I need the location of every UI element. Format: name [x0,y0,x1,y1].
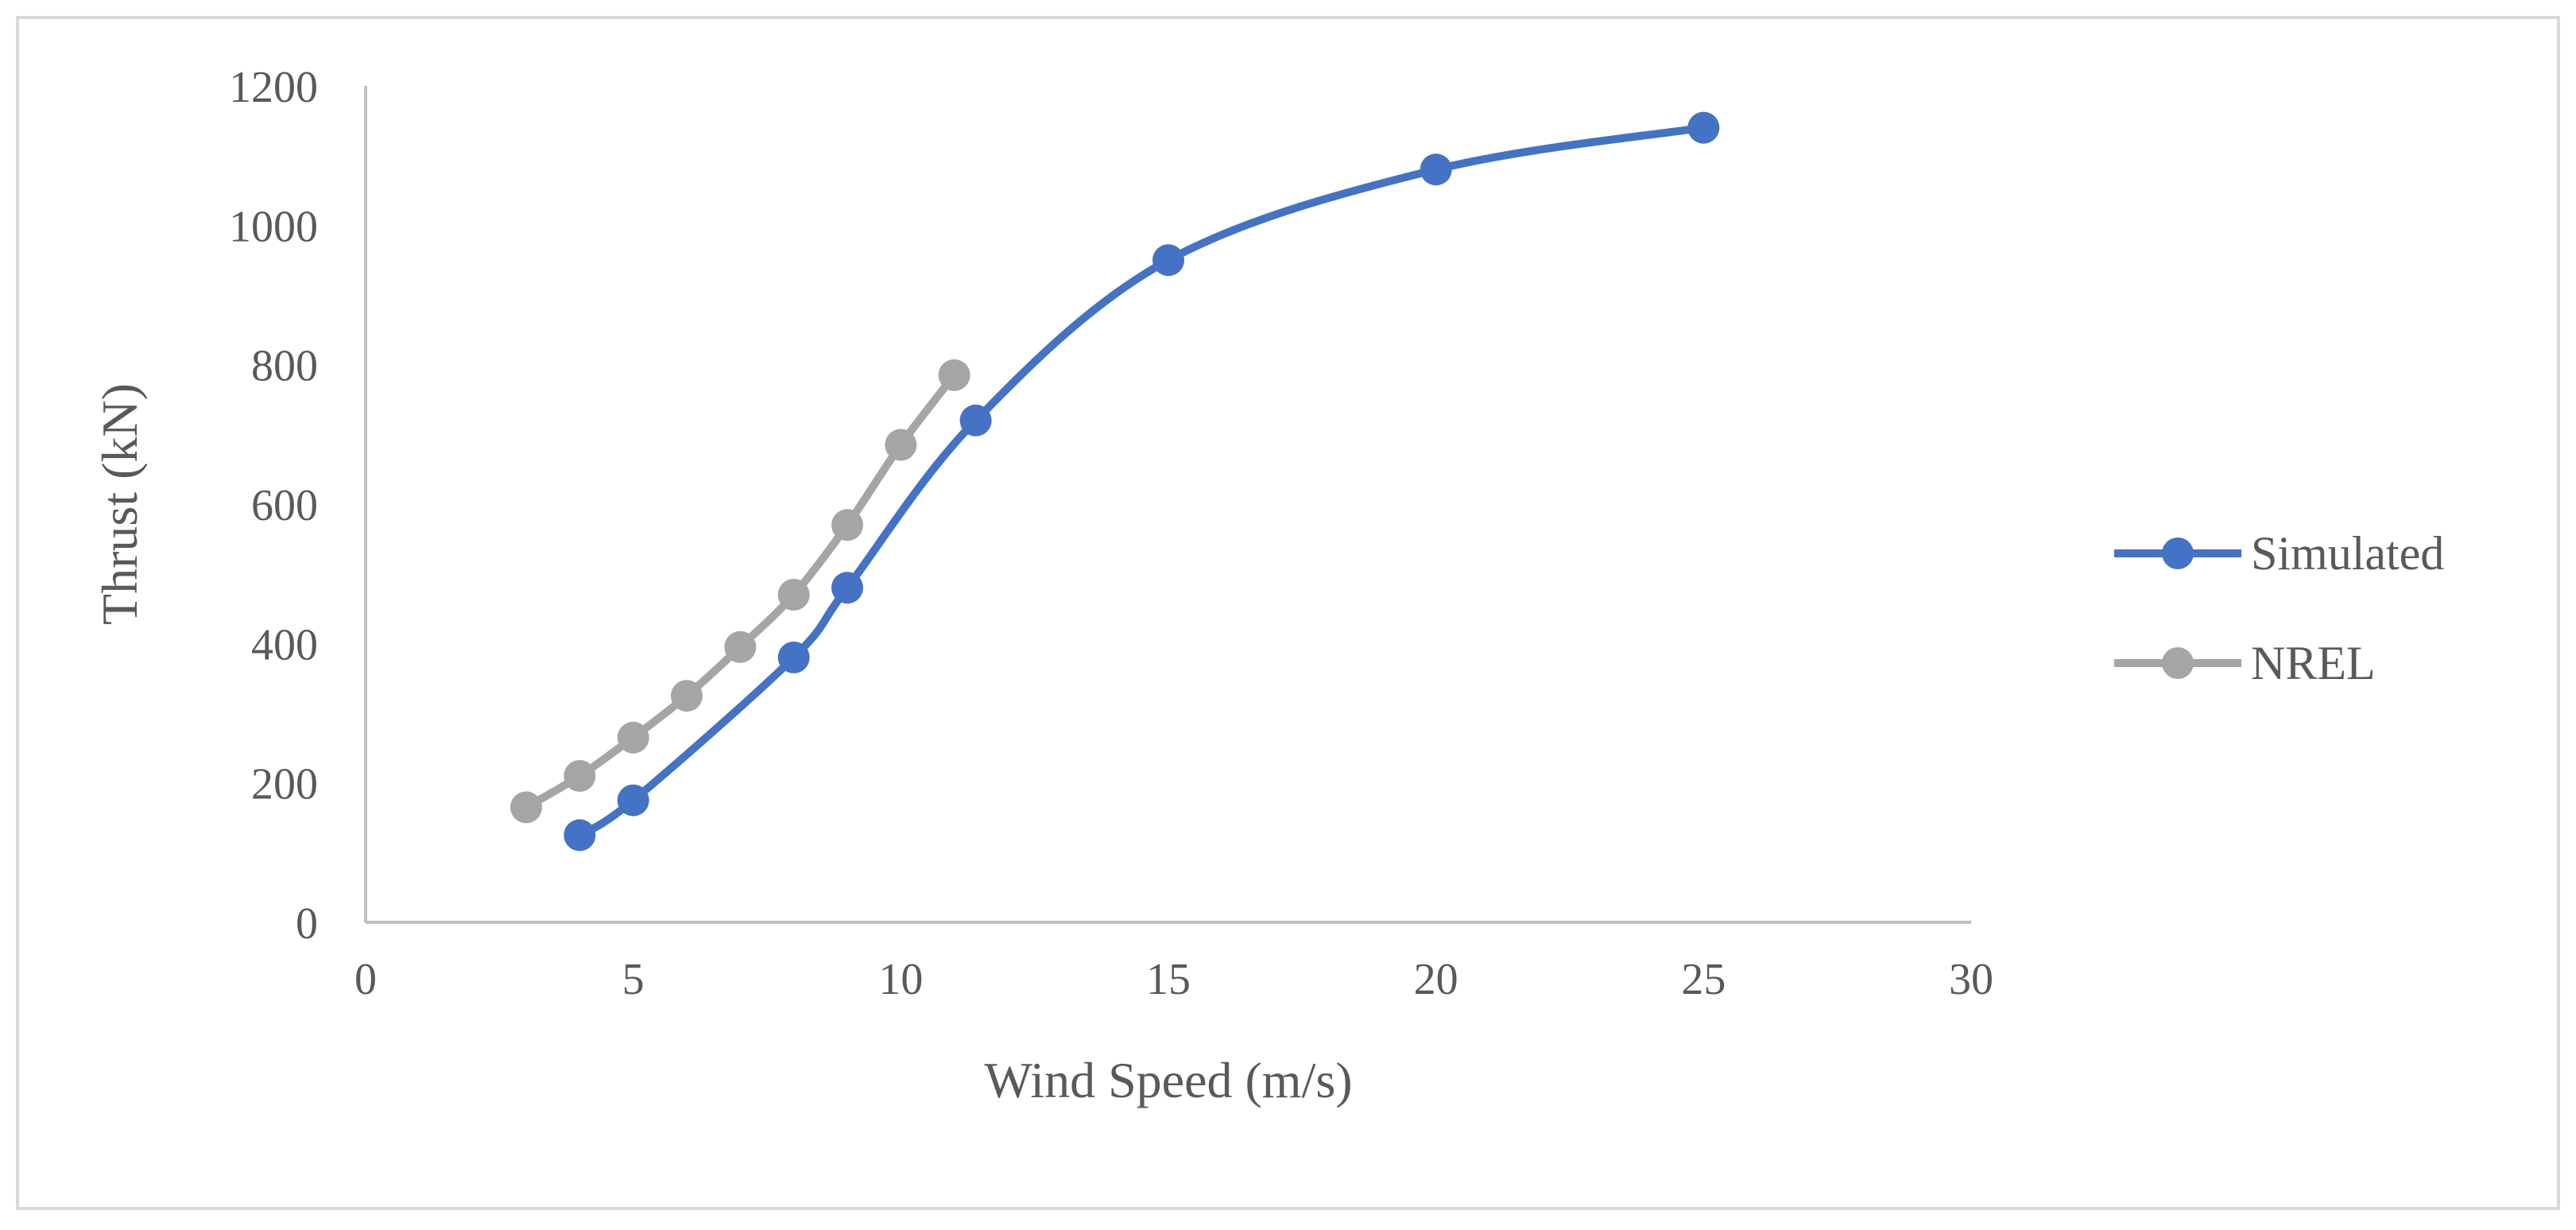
x-axis-title: Wind Speed (m/s) [984,1052,1352,1108]
y-tick-label: 600 [251,481,318,530]
x-tick-label: 5 [622,955,645,1004]
data-point-simulated [831,572,863,604]
data-point-simulated [959,404,992,437]
data-point-nrel [777,578,810,611]
data-point-simulated [1687,111,1720,144]
chart-border [16,16,2560,1210]
x-tick-label: 15 [1146,955,1191,1004]
y-tick-label: 0 [296,899,318,949]
data-point-nrel [724,631,757,663]
y-tick-label: 800 [251,342,318,391]
data-point-simulated [1420,153,1452,186]
legend-label-simulated: Simulated [2251,527,2444,580]
y-tick-label: 400 [251,620,318,669]
data-point-nrel [671,680,703,712]
data-point-simulated [1152,244,1184,277]
x-tick-label: 0 [354,955,377,1004]
legend-marker-simulated [2162,537,2194,569]
data-point-nrel [885,429,917,461]
data-point-nrel [938,359,970,391]
data-point-simulated [564,819,596,852]
data-point-simulated [777,641,810,673]
y-tick-label: 200 [251,760,318,809]
data-point-nrel [831,509,863,541]
legend-label-nrel: NREL [2251,637,2376,689]
data-point-nrel [564,759,596,792]
legend: Simulated NREL [2114,527,2444,689]
data-point-simulated [617,784,649,817]
y-tick-label: 1000 [229,202,318,251]
data-point-nrel [617,721,649,754]
x-tick-label: 10 [878,955,923,1004]
y-axis-title: Thrust (kN) [91,383,148,625]
x-tick-label: 20 [1414,955,1458,1004]
x-tick-label: 30 [1949,955,1993,1004]
y-tick-label: 1200 [229,63,318,112]
legend-marker-nrel [2162,647,2194,679]
data-point-nrel [510,791,542,824]
x-tick-label: 25 [1681,955,1726,1004]
